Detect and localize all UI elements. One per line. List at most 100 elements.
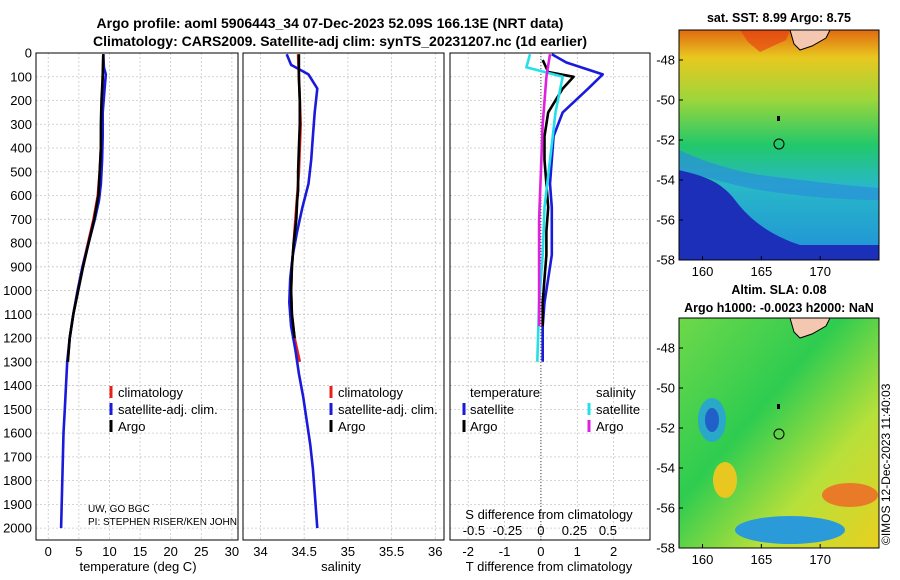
front-region bbox=[679, 150, 879, 200]
y-tick-label: 0 bbox=[25, 46, 32, 61]
map-y-tick-label: -50 bbox=[656, 381, 675, 396]
x-tick-label: 1 bbox=[574, 544, 581, 559]
series-line-t-argo bbox=[541, 59, 575, 327]
plot-frame bbox=[449, 52, 651, 541]
y-tick-label: 1000 bbox=[3, 283, 32, 298]
sst-frame bbox=[678, 29, 880, 261]
low-band bbox=[735, 516, 845, 544]
legend-header-salinity: salinity bbox=[596, 385, 636, 400]
series-line-satellite-adj-clim- bbox=[59, 54, 108, 529]
x-tick-label: 25 bbox=[194, 544, 208, 559]
temperature-legend: climatology satellite-adj. clim. Argo UW… bbox=[88, 385, 237, 528]
x-tick-label: -2 bbox=[462, 544, 474, 559]
y-tick-label: 800 bbox=[10, 236, 32, 251]
x2-tick-label: 0.25 bbox=[562, 523, 587, 538]
legend-climatology: climatology bbox=[118, 385, 184, 400]
x-tick-label: 15 bbox=[133, 544, 147, 559]
map-axes-sla_map: 160 165 170 -48 -50 -52 -54 -56 -58 bbox=[656, 341, 831, 568]
series-line-argo bbox=[66, 54, 105, 362]
x-axis-label-salinity: salinity bbox=[321, 559, 361, 574]
x-tick-label: 2 bbox=[610, 544, 617, 559]
series-line-s-argo bbox=[537, 53, 552, 327]
annotation-institution: UW, GO BGC bbox=[88, 504, 150, 515]
legend-satellite: satellite-adj. clim. bbox=[338, 402, 438, 417]
salinity-legend: climatology satellite-adj. clim. Argo bbox=[329, 385, 438, 434]
title-line-2: Climatology: CARS2009. Satellite-adj cli… bbox=[93, 33, 587, 49]
legend-satellite: satellite-adj. clim. bbox=[118, 402, 218, 417]
sla-frame bbox=[678, 317, 880, 549]
argo-location-marker bbox=[773, 138, 785, 150]
title-line-1: Argo profile: aoml 5906443_34 07-Dec-202… bbox=[97, 15, 564, 31]
sla-map: Altim. SLA: 0.08 Argo h1000: -0.0023 h20… bbox=[678, 283, 880, 549]
legend-climatology: climatology bbox=[338, 385, 404, 400]
map-x-tick-label: 170 bbox=[809, 552, 831, 567]
high-eddy bbox=[822, 483, 878, 507]
island-dot bbox=[777, 404, 780, 409]
series-line-argo bbox=[289, 54, 302, 339]
plot-frame bbox=[35, 52, 239, 541]
map-x-tick-label: 165 bbox=[751, 264, 773, 279]
cold-water-region bbox=[679, 170, 879, 260]
x2-tick-label: -0.25 bbox=[493, 523, 523, 538]
map-y-tick-label: -48 bbox=[656, 341, 675, 356]
y-tick-label: 500 bbox=[10, 164, 32, 179]
y-tick-label: 1700 bbox=[3, 449, 32, 464]
map-y-tick-label: -58 bbox=[656, 253, 675, 268]
plot-panel-difference: -2 -1 0 1 2-0.5 -0.25 0 0.25 0.5 bbox=[449, 52, 651, 559]
legend-header-temperature: temperature bbox=[470, 385, 540, 400]
x2-tick-label: -0.5 bbox=[463, 523, 485, 538]
y-tick-label: 700 bbox=[10, 212, 32, 227]
map-x-tick-label: 160 bbox=[692, 264, 714, 279]
y-tick-label: 600 bbox=[10, 188, 32, 203]
x-tick-label: 34 bbox=[253, 544, 267, 559]
x-tick-label: 0 bbox=[45, 544, 52, 559]
map-y-tick-label: -52 bbox=[656, 133, 675, 148]
y-tick-label: 1400 bbox=[3, 378, 32, 393]
plot-frame bbox=[242, 52, 445, 541]
x-tick-label: 36 bbox=[428, 544, 442, 559]
annotation-pi: PI: STEPHEN RISER/KEN JOHN bbox=[88, 517, 237, 528]
legend-t-argo: Argo bbox=[470, 419, 497, 434]
x-tick-label: 34.5 bbox=[292, 544, 317, 559]
plot-panel-salinity: 34 34.5 35 35.5 36 bbox=[242, 52, 445, 559]
map-y-tick-label: -56 bbox=[656, 213, 675, 228]
warm-region bbox=[740, 30, 790, 52]
argo-location-marker bbox=[773, 428, 785, 440]
map-x-tick-label: 165 bbox=[751, 552, 773, 567]
legend-s-argo: Argo bbox=[596, 419, 623, 434]
map-y-tick-label: -50 bbox=[656, 93, 675, 108]
legend-argo: Argo bbox=[338, 419, 365, 434]
sla-map-title-1: Altim. SLA: 0.08 bbox=[731, 283, 826, 297]
y-tick-label: 100 bbox=[10, 69, 32, 84]
x-tick-label: 35 bbox=[341, 544, 355, 559]
x-tick-label: 30 bbox=[225, 544, 239, 559]
map-y-tick-label: -56 bbox=[656, 501, 675, 516]
y-tick-label: 200 bbox=[10, 93, 32, 108]
sst-map: sat. SST: 8.99 Argo: 8.75 bbox=[678, 11, 880, 261]
map-axes-sst_map: 160 165 170 -48 -50 -52 -54 -56 -58 bbox=[656, 53, 831, 280]
y-tick-label: 1600 bbox=[3, 426, 32, 441]
x2-tick-label: 0.5 bbox=[599, 523, 617, 538]
y-tick-label: 400 bbox=[10, 141, 32, 156]
y-tick-label: 1200 bbox=[3, 331, 32, 346]
y-tick-label: 1800 bbox=[3, 473, 32, 488]
legend-s-satellite: satellite bbox=[596, 402, 640, 417]
map-y-tick-label: -52 bbox=[656, 421, 675, 436]
x-tick-label: 35.5 bbox=[379, 544, 404, 559]
x-tick-label: 5 bbox=[75, 544, 82, 559]
credit-stamp: ©IMOS 12-Dec-2023 11:40:03 bbox=[879, 383, 893, 545]
sla-map-title-2: Argo h1000: -0.0023 h2000: NaN bbox=[684, 301, 874, 315]
x-tick-label: 20 bbox=[163, 544, 177, 559]
y-tick-label: 300 bbox=[10, 117, 32, 132]
y-tick-label: 2000 bbox=[3, 521, 32, 536]
series-line-t-satellite bbox=[541, 53, 605, 362]
map-y-tick-label: -48 bbox=[656, 53, 675, 68]
plot-panel-temperature: 0100200300400500600700800900100011001200… bbox=[3, 46, 239, 560]
island-dot bbox=[777, 116, 780, 121]
x-tick-label: 0 bbox=[537, 544, 544, 559]
y-tick-label: 900 bbox=[10, 259, 32, 274]
sst-map-title: sat. SST: 8.99 Argo: 8.75 bbox=[707, 11, 851, 25]
map-x-tick-label: 170 bbox=[809, 264, 831, 279]
map-y-tick-label: -58 bbox=[656, 541, 675, 556]
